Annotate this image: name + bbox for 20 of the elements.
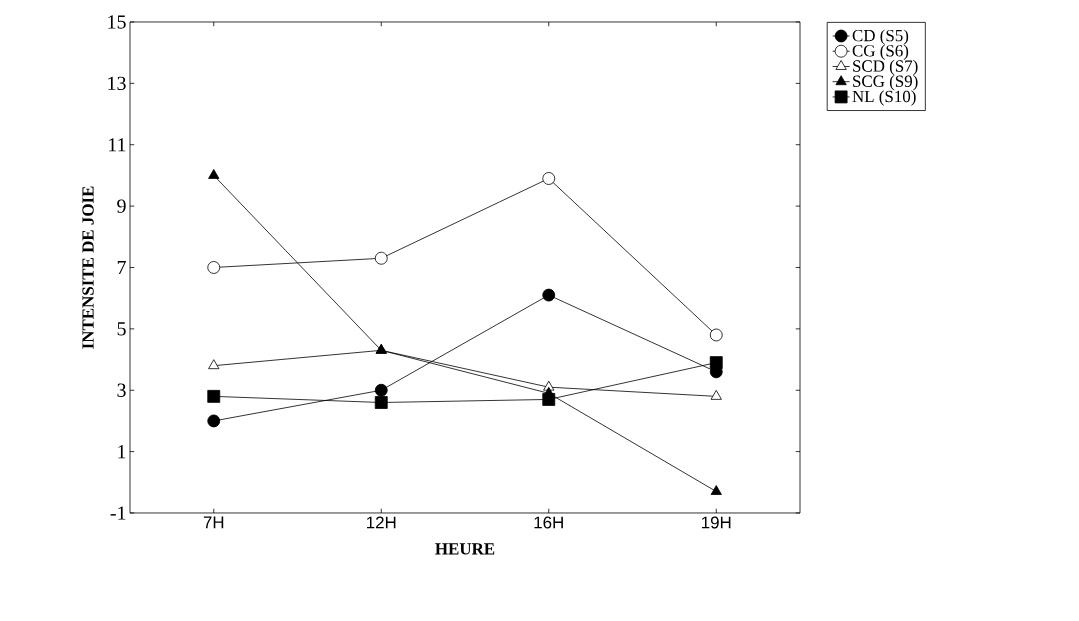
- x-axis-title: HEURE: [435, 543, 495, 555]
- y-tick-label: -1: [110, 506, 126, 520]
- x-tick-label: 7H: [203, 516, 224, 529]
- legend-label: CG (S6): [852, 44, 909, 60]
- legend-label: CD (S5): [852, 29, 909, 45]
- y-tick-label: 1: [118, 445, 126, 459]
- y-tick-label: 7: [117, 260, 126, 275]
- y-tick-label: 13: [108, 76, 126, 91]
- x-tick-label: 12H: [367, 516, 396, 529]
- y-tick-label: 5: [117, 322, 126, 336]
- legend-label: SCD (S7): [853, 59, 918, 76]
- x-tick-label: 16H: [534, 516, 563, 529]
- y-axis-title: INTENSITE DE JOIE: [82, 186, 94, 349]
- legend-label: SCG (S9): [853, 75, 918, 91]
- legend-label: NL (S10): [852, 90, 916, 106]
- x-tick-label: 19H: [702, 516, 731, 529]
- y-tick-label: 15: [108, 15, 126, 29]
- y-tick-label: 9: [117, 199, 126, 213]
- y-tick-label: 11: [109, 138, 126, 152]
- y-tick-label: 3: [117, 383, 126, 397]
